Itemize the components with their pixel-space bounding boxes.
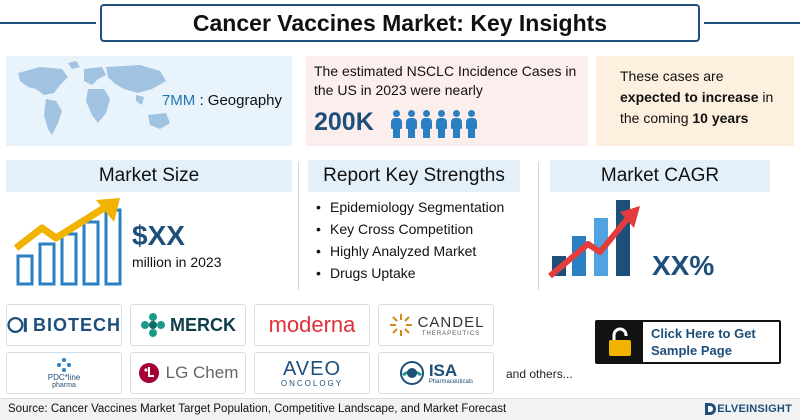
list-item: Highly Analyzed Market [316, 240, 504, 262]
others-label: and others... [506, 367, 573, 381]
geography-accent: 7MM [161, 92, 196, 109]
title-rule-right [704, 22, 800, 24]
column-divider [538, 162, 539, 290]
footer: Source: Cancer Vaccines Market Target Po… [0, 398, 800, 420]
logo-aveo-text: AVEO [282, 357, 342, 380]
world-map-icon [18, 61, 170, 135]
title-rule-left [0, 22, 96, 24]
incidence-panel: The estimated NSCLC Incidence Cases in t… [306, 56, 588, 146]
growth-chart-icon [13, 198, 122, 286]
logo-aveo-subtext: ONCOLOGY [280, 378, 344, 388]
market-size-heading: Market Size [6, 160, 292, 192]
title-bar: Cancer Vaccines Market: Key Insights [0, 0, 800, 46]
logo-moderna: moderna [254, 304, 370, 346]
cta-line1: Click Here to Get [651, 326, 756, 341]
logo-lg-chem: LG Chem [130, 352, 246, 394]
logo-candel-subtext: THERAPEUTICS [421, 330, 481, 337]
title-frame: Cancer Vaccines Market: Key Insights [100, 4, 700, 42]
people-icon [435, 110, 447, 138]
logo-candel-text: CANDEL [417, 313, 485, 331]
people-icon [405, 110, 417, 138]
cases-mid: in the coming [620, 89, 774, 126]
list-item: Drugs Uptake [316, 262, 504, 284]
logo-isa-text: ISA [428, 360, 458, 380]
cagr-chart-icon [548, 200, 640, 279]
market-size-value: $XX [132, 220, 185, 251]
pdc-mark-icon [57, 358, 71, 372]
logo-aveo: AVEO ONCOLOGY [254, 352, 370, 394]
logo-isa-subtext: Pharmaceuticals [428, 378, 474, 385]
logo-biotech-text: BIOTECH [33, 314, 121, 335]
logo-moderna-text: moderna [268, 312, 356, 337]
geography-label: 7MM : Geography [162, 92, 282, 109]
market-size-subtext: million in 2023 [132, 254, 222, 270]
logo-biotech: BIOTECH [6, 304, 122, 346]
sample-page-label: Click Here to Get Sample Page [643, 325, 756, 359]
cases-bold-years: 10 years [692, 110, 749, 126]
cagr-heading: Market CAGR [550, 160, 770, 192]
people-icon [465, 110, 477, 138]
logo-lg-text: LG Chem [165, 363, 239, 382]
delveinsight-mark-icon [705, 403, 717, 415]
logo-isa: ISA Pharmaceuticals [378, 352, 494, 394]
logo-pdc-line: PDC*line pharma [6, 352, 122, 394]
biotech-mark-icon [7, 316, 27, 334]
delveinsight-logo: ELVEINSIGHT [704, 402, 792, 416]
source-text: Source: Cancer Vaccines Market Target Po… [8, 403, 507, 415]
incidence-value: 200K [314, 108, 374, 136]
people-icon [450, 110, 462, 138]
cta-line2: Sample Page [651, 343, 732, 358]
cases-bold-increase: expected to increase [620, 89, 759, 105]
column-divider [298, 162, 299, 290]
strengths-heading: Report Key Strengths [308, 160, 520, 192]
isa-globe-icon [399, 361, 424, 385]
list-item: Epidemiology Segmentation [316, 196, 504, 218]
geography-suffix: : Geography [195, 92, 282, 109]
cases-panel: These cases are expected to increase in … [596, 56, 794, 146]
candel-sun-icon [389, 314, 412, 336]
people-icon-group [390, 110, 477, 138]
sample-page-button[interactable]: Click Here to Get Sample Page [595, 320, 781, 364]
geography-panel: 7MM : Geography [6, 56, 292, 146]
cases-pre: These cases are [620, 68, 724, 84]
logo-pdc-text: PDC*line [47, 373, 81, 382]
logo-pdc-subtext: pharma [52, 382, 76, 389]
cagr-value: XX% [652, 250, 715, 281]
lock-icon [597, 322, 643, 362]
logo-merck: MERCK [130, 304, 246, 346]
cases-text: These cases are expected to increase in … [620, 66, 782, 129]
delveinsight-text: ELVEINSIGHT [717, 403, 792, 415]
strengths-list: Epidemiology Segmentation Key Cross Comp… [316, 196, 504, 284]
lg-face-icon [138, 363, 159, 383]
incidence-text: The estimated NSCLC Incidence Cases in t… [314, 63, 577, 98]
logo-candel: CANDEL THERAPEUTICS [378, 304, 494, 346]
list-item: Key Cross Competition [316, 218, 504, 240]
people-icon [420, 110, 432, 138]
logo-merck-text: MERCK [170, 314, 236, 335]
page-title: Cancer Vaccines Market: Key Insights [192, 9, 608, 36]
people-icon [390, 110, 402, 138]
merck-mark-icon [141, 313, 165, 337]
